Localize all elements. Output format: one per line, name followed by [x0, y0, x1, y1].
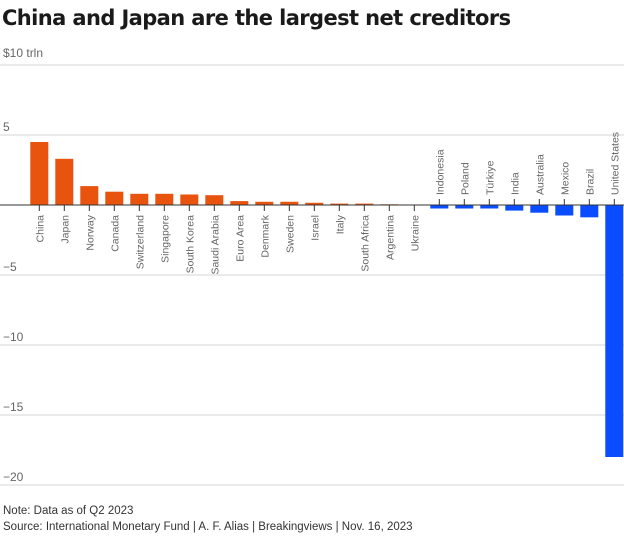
category-label: China	[34, 215, 46, 243]
y-tick-label: −10	[3, 330, 24, 344]
bar-chart: China Japan Norway Canada Switzerland Singapo…	[0, 64, 624, 486]
category-label: Japan	[59, 215, 71, 244]
y-tick-label: −20	[3, 470, 24, 484]
bar	[205, 195, 224, 205]
chart-title: China and Japan are the largest net cred…	[2, 6, 511, 30]
category-label: South Africa	[359, 215, 371, 272]
bar	[130, 193, 149, 205]
bar	[155, 193, 174, 205]
category-label: South Korea	[184, 215, 196, 274]
category-label: Norway	[84, 214, 96, 250]
bars	[30, 142, 624, 457]
bar	[230, 201, 249, 205]
category-label: Euro Area	[234, 215, 246, 262]
bar	[255, 201, 274, 205]
bar	[30, 142, 49, 205]
category-label: India	[509, 172, 521, 195]
category-labels: China Japan Norway Canada Switzerland Singapo…	[34, 132, 621, 275]
category-label: Canada	[109, 215, 121, 252]
category-label: Australia	[534, 154, 546, 195]
source-text: Source: International Monetary Fund | A.…	[3, 521, 413, 533]
category-label: Switzerland	[134, 215, 146, 269]
category-label: Israel	[309, 215, 321, 241]
bar	[305, 202, 324, 205]
category-label: United States	[609, 132, 621, 195]
bar	[555, 205, 574, 216]
y-tick-label: 5	[3, 120, 10, 134]
bar	[280, 201, 299, 205]
category-ticks	[38, 199, 615, 211]
unit-label: $10 trln	[3, 46, 44, 60]
bar	[330, 203, 349, 205]
gridlines	[0, 64, 624, 486]
category-label: Sweden	[284, 215, 296, 253]
category-label: Argentina	[384, 215, 396, 260]
note-text: Note: Data as of Q2 2023	[3, 505, 134, 517]
bar	[480, 205, 499, 209]
bar	[430, 205, 449, 209]
bar	[355, 203, 374, 205]
category-label: Türkiye	[484, 160, 496, 195]
bar	[505, 205, 524, 211]
bar	[180, 194, 199, 205]
category-label: Indonesia	[434, 149, 446, 195]
bar	[105, 191, 124, 205]
category-label: Poland	[459, 162, 471, 195]
y-tick-label: −5	[3, 260, 17, 274]
bar	[530, 205, 549, 213]
y-axis-labels: 5 −5 −10 −15 −20	[3, 120, 24, 484]
category-label: Brazil	[584, 169, 596, 195]
bar	[55, 158, 74, 205]
category-label: Singapore	[159, 215, 171, 263]
category-label: Saudi Arabia	[209, 215, 221, 275]
bar	[80, 186, 99, 205]
bar	[580, 205, 599, 218]
y-tick-label: −15	[3, 400, 24, 414]
category-label: Italy	[334, 214, 346, 234]
bar	[455, 205, 474, 209]
category-label: Ukraine	[409, 215, 421, 251]
category-label: Mexico	[559, 162, 571, 195]
bar	[605, 205, 624, 457]
category-label: Denmark	[259, 214, 271, 257]
